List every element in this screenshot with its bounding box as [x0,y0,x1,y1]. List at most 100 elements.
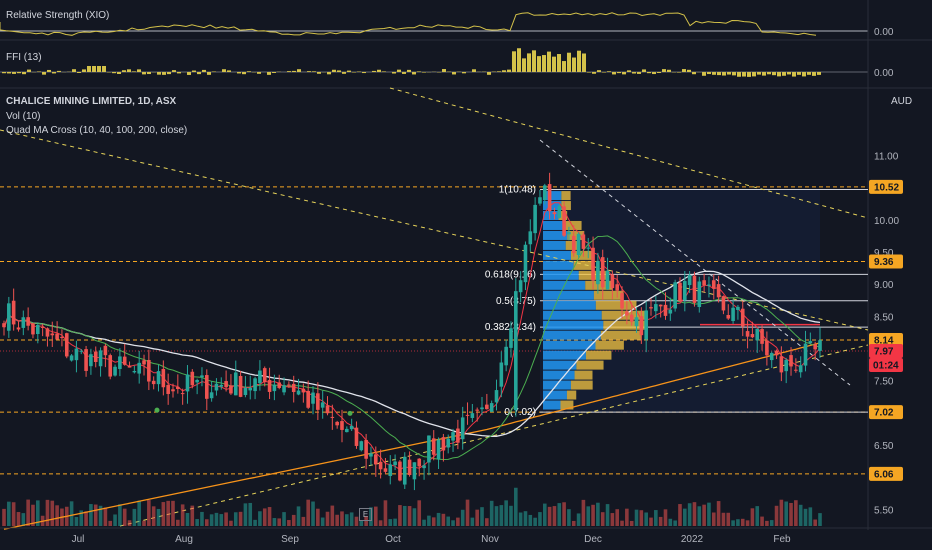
ffi-bar [577,50,581,72]
candle-body [335,421,339,426]
volume-bar [634,509,639,526]
volume-profile-bar [543,360,577,370]
candle-body [736,306,740,310]
rs-label[interactable]: Relative Strength (XIO) [6,10,110,21]
ffi-bar [807,72,811,75]
candle-body [301,388,306,393]
ffi-bar [712,72,716,75]
ffi-bar [527,53,531,72]
volume-bar [726,512,731,526]
candle-body [69,355,74,361]
candle-body [219,384,224,387]
time-tick-label: Sep [281,534,299,545]
candle-body [185,374,190,392]
ffi-bar [462,72,466,74]
candle-body [195,379,199,383]
candle-body [615,284,620,291]
volume-profile-bar [574,370,593,380]
candle-body [654,304,658,312]
ffi-bar [572,57,576,72]
volume-bar [378,520,383,526]
volume-profile-bar [570,380,593,390]
ffi-bar [192,70,196,72]
ffi-bar [22,72,26,75]
candle-body [755,328,760,341]
ffi-bar [112,72,116,74]
candle-body [50,333,55,336]
ffi-bar [312,71,316,72]
volume-bar [702,504,706,526]
volume-bar [238,511,243,526]
ffi-bar [752,72,756,77]
volume-profile-bar [543,250,571,260]
volume-bar [813,519,817,526]
volume-profile-bar [585,350,612,360]
ffi-bar [297,69,301,72]
volume-profile-bar [585,280,613,290]
volume-bar [668,518,673,526]
candle-body [277,382,282,388]
earnings-marker[interactable]: E [359,508,372,521]
candle-body [45,328,50,337]
candle-body [364,439,368,459]
volume-bar [596,502,600,526]
ffi-bar [567,52,571,72]
volume-profile-bar [595,340,624,350]
candle-body [576,233,581,256]
candle-body [538,197,542,204]
candle-body [711,280,716,289]
fib-level-label: 0.618(9.16) [485,269,536,280]
volume-bar [185,513,190,526]
volume-profile-bar [543,260,574,270]
trend-lines[interactable] [0,87,869,527]
candle-body [673,282,677,309]
candle-body [663,304,668,316]
candle-body [591,247,595,281]
candle-body [794,369,798,371]
ffi-bar [417,71,421,72]
time-tick-label: Jul [72,534,85,545]
volume-bar [113,514,117,526]
volume-profile-bar [576,360,604,370]
ma-legend[interactable]: Quad MA Cross (10, 40, 100, 200, close) [6,125,188,136]
ffi-bar [507,69,511,72]
candle-body [258,370,262,384]
volume-bar [678,504,682,526]
candle-body [750,334,755,338]
symbol-title[interactable]: CHALICE MINING LIMITED, 1D, ASX [6,96,177,107]
candle-body [40,326,45,328]
candle-body [190,371,195,386]
ffi-bar [682,69,686,72]
vol-legend[interactable]: Vol (10) [6,111,41,122]
volume-profile-bar [560,400,574,410]
resistance-trendline [389,87,869,219]
volume-profile-bar [543,390,567,400]
volume-bar [190,505,195,526]
candle-body [60,336,64,338]
volume-bar [31,504,35,526]
volume-bar [740,518,745,526]
candle-body [774,350,779,356]
ffi-bar [57,70,61,72]
fib-level-label: 1(10.48) [499,184,536,195]
price-tick-label: 8.50 [874,312,894,323]
candle-body [485,404,489,410]
ffi-bar [717,72,721,76]
ffi-bar [142,72,146,75]
volume-profile-bar [570,250,593,260]
ffi-bar [87,66,91,72]
volume-bar [485,518,489,526]
candle-body [137,362,141,374]
volume-bar [388,519,393,526]
candle-body [204,375,209,399]
ffi-label[interactable]: FFI (13) [6,52,42,63]
volume-bar [156,508,161,526]
volume-bar [456,517,460,526]
price-tag [869,405,903,420]
price-tag-label: 9.36 [874,257,894,268]
ffi-bar [197,72,201,75]
price-tick-label: 6.50 [874,441,894,452]
volume-profile-bar [543,310,602,320]
candle-body [74,348,79,361]
